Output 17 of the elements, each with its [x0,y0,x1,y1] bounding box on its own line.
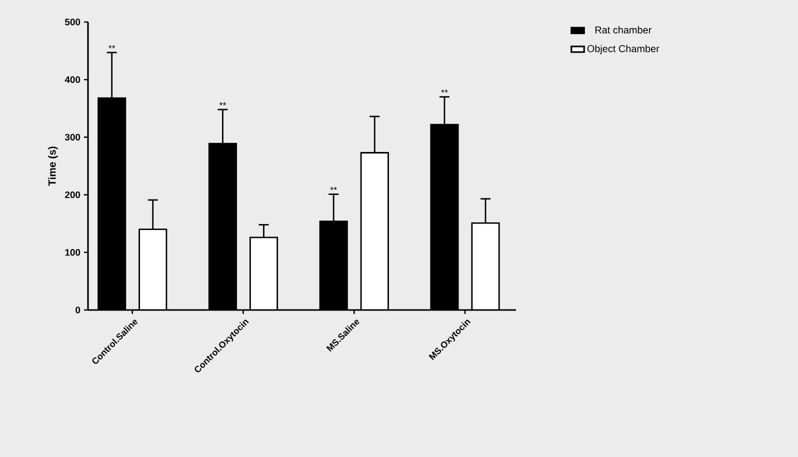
y-tick-label: 100 [65,249,80,256]
bar [361,152,388,310]
bar [139,229,166,310]
bar [250,237,278,310]
annotation: ** [441,90,448,93]
y-tick-label: 0 [76,306,80,314]
annotation: ** [219,102,226,106]
legend-label: Object Chamber [587,44,660,54]
y-tick-label: 500 [64,18,80,26]
y-tick-label: 300 [64,134,80,141]
y-tick-label: 200 [65,191,80,198]
annotation: ** [330,186,337,190]
y-tick-label: 400 [64,76,80,83]
legend-label: Rat chamber [595,26,652,34]
y-axis-title: Time (s) [48,146,58,186]
annotation: ** [108,45,116,48]
bar [471,222,500,310]
